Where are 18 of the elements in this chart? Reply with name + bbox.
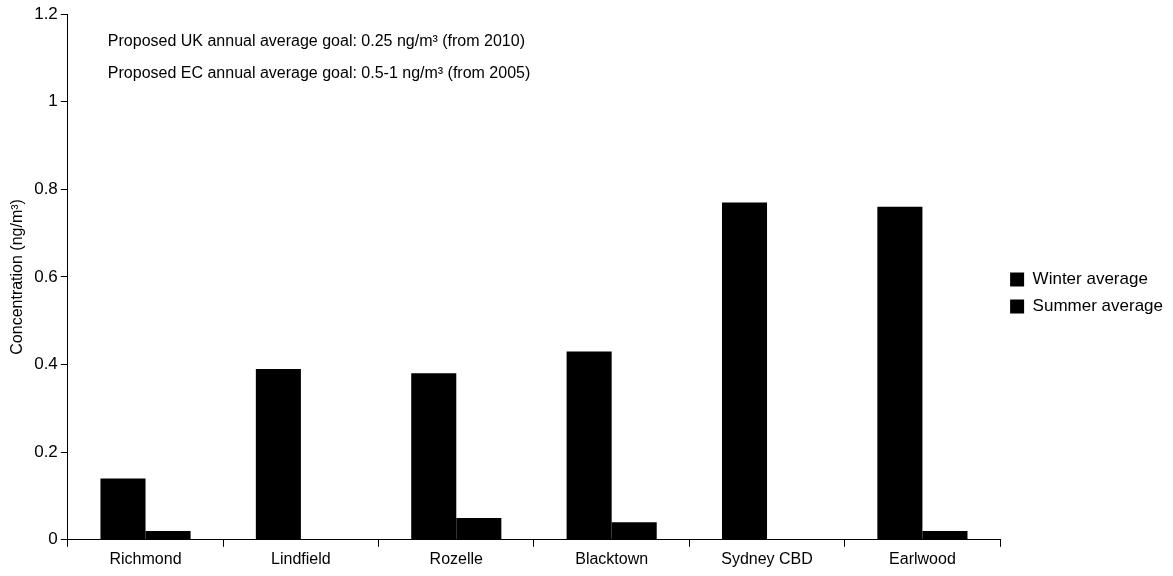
y-tick-label: 0.6 — [34, 266, 58, 286]
x-tick-label: Earlwood — [889, 549, 956, 567]
legend-label: Winter average — [1032, 269, 1148, 289]
y-tick-label: 0.2 — [34, 441, 58, 461]
y-tick-label: 0.8 — [34, 178, 58, 198]
y-tick-label: 1.2 — [34, 3, 58, 23]
x-tick-label: Lindfield — [271, 549, 331, 567]
x-tick-label: Rozelle — [429, 549, 484, 567]
x-tick-label: Richmond — [109, 549, 182, 567]
y-tick-label: 0.4 — [34, 354, 58, 374]
annotation: Proposed EC annual average goal: 0.5-1 ng/m³ (from 2005) — [107, 64, 531, 82]
y-axis-title: Concentration (ng/m³) — [8, 199, 26, 355]
y-tick-label: 0 — [48, 529, 58, 549]
annotation: Proposed UK annual average goal: 0.25 ng/m³ (from 2010) — [107, 32, 525, 50]
x-tick-label: Sydney CBD — [721, 549, 813, 567]
y-tick-label: 1 — [48, 91, 58, 111]
x-tick-label: Blacktown — [575, 549, 649, 567]
legend-label: Summer average — [1032, 296, 1163, 316]
